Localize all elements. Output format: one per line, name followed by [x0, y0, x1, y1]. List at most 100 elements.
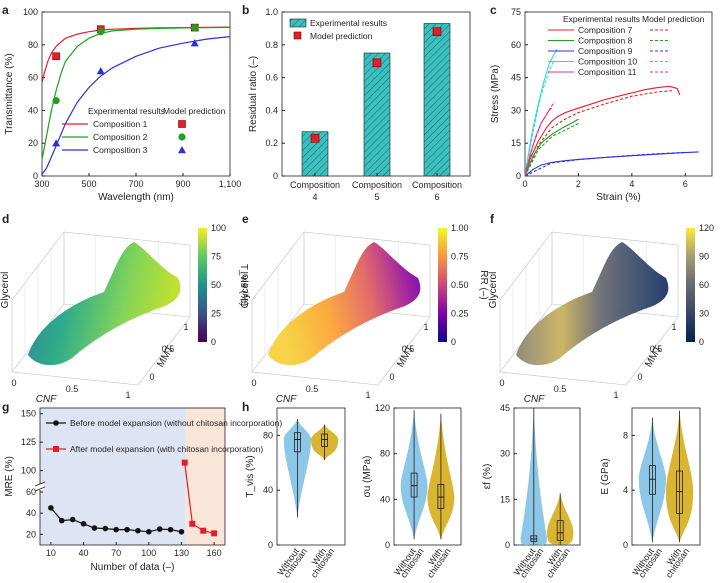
bar — [423, 23, 451, 177]
x-tick-label: 130 — [174, 548, 189, 558]
data-point — [124, 526, 130, 533]
prediction-marker — [432, 27, 442, 36]
y-tick-label: 60 — [511, 40, 521, 50]
y-tick-label: 80 — [28, 40, 38, 50]
data-point — [156, 526, 163, 532]
series-line-prediction — [524, 59, 555, 177]
colorbar-tick-label: 120 — [699, 223, 714, 233]
x-tick-label: 0.5 — [554, 384, 567, 394]
y-tick-label: 15 — [500, 494, 510, 504]
legend-label-before: Before model expansion (without chitosan… — [70, 418, 282, 428]
x-tick-label: 900 — [175, 179, 190, 189]
legend-heading-prediction: Model prediction — [163, 106, 226, 116]
z-tick-label: 0.5 — [402, 344, 415, 354]
violin-box — [556, 520, 564, 541]
x-tick-label: 6 — [683, 179, 688, 189]
plot-frame — [39, 407, 226, 546]
legend-label: Experimental results — [310, 18, 387, 28]
colorbar-label: RR (–) — [478, 270, 489, 299]
legend-marker — [178, 146, 186, 154]
box-edge — [251, 371, 379, 386]
y-tick-label: 15 — [511, 138, 521, 148]
box-edge — [499, 371, 627, 386]
prediction-marker — [190, 39, 199, 47]
colorbar-tick-label: 0.75 — [451, 252, 469, 262]
z-tick-label: 0 — [389, 372, 394, 382]
surface — [516, 242, 669, 366]
series-line-prediction — [524, 151, 686, 177]
x-tick-label: 700 — [128, 179, 143, 189]
plot-frame — [513, 407, 581, 546]
y-tick-label: 45 — [500, 403, 510, 413]
panel-label-e: e — [242, 212, 249, 226]
panel-g-mre-chart: 10 40 70 100 130 160 20 40 60 100 125 150 Number of … — [4, 407, 282, 573]
data-point — [91, 525, 98, 531]
plot-frame — [631, 407, 701, 546]
series-line-3 — [41, 36, 231, 175]
colorbar-tick-label: 0 — [699, 337, 704, 347]
data-point — [80, 521, 87, 527]
x-tick-label: 1,100 — [219, 179, 242, 189]
data-point — [167, 526, 174, 533]
x-axis-label: Strain (%) — [596, 192, 640, 203]
legend-label: Composition 8 — [578, 36, 633, 46]
background-before — [40, 408, 186, 545]
data-point — [181, 459, 188, 466]
colorbar-tick-label: 30 — [699, 309, 709, 319]
colorbar-tick-label: 50 — [211, 280, 221, 290]
y-tick-label: 100 — [21, 466, 36, 476]
legend-label: Composition 7 — [578, 25, 633, 35]
y-tick-label: 100 — [23, 7, 38, 17]
panel-b-residual-ratio-chart: 0 0.2 0.4 0.6 0.8 1.0 Residual ratio (–) Compos… — [248, 7, 471, 202]
y-tick-label: 60 — [26, 487, 36, 497]
y-tick-label: 40 — [380, 494, 390, 504]
y-axis-label: Residual ratio (–) — [248, 56, 259, 132]
y-tick-label: 0 — [623, 540, 628, 550]
y-tick-label: 0 — [516, 171, 521, 181]
legend-label: Composition 10 — [578, 57, 637, 67]
y-tick-label: 150 — [21, 409, 36, 419]
colorbar — [438, 228, 447, 342]
y-tick-label: 30 — [500, 449, 510, 459]
x-tick-label-line1: Composition — [290, 180, 340, 190]
axis-break-mark — [34, 486, 46, 492]
violin-box — [649, 465, 656, 495]
legend-label: Composition 2 — [93, 132, 148, 142]
x-tick-label-line2: 6 — [434, 192, 439, 202]
data-point — [189, 520, 196, 527]
series-line — [184, 462, 215, 534]
y-tick-label: 30 — [511, 105, 521, 115]
violin-box — [676, 470, 683, 514]
legend-heading-prediction: Model prediction — [642, 14, 705, 24]
x-axis-label: CNF — [36, 394, 57, 405]
x-axis-label: CNF — [276, 394, 297, 405]
x-tick-label: 0 — [11, 378, 16, 388]
prediction-marker — [310, 133, 320, 143]
y-tick-label: 0.2 — [265, 138, 278, 148]
data-point — [69, 516, 76, 523]
x-tick-label: 0 — [499, 378, 504, 388]
colorbar — [198, 228, 207, 342]
y-tick-label: 45 — [511, 73, 521, 83]
x-tick-label: 4 — [629, 179, 634, 189]
panel-label-g: g — [2, 400, 9, 414]
plot-frame — [393, 407, 462, 546]
prediction-marker — [96, 67, 105, 75]
surface — [28, 242, 181, 366]
axis-break-gap — [36, 484, 44, 490]
x-tick-label: 70 — [111, 548, 121, 558]
x-tick-label-line1: Composition — [412, 180, 462, 190]
y-tick-label: 40 — [263, 485, 273, 495]
y-axis-label: Glycerol — [0, 272, 11, 309]
y-tick-label: 60 — [28, 73, 38, 83]
legend-label: Composition 9 — [578, 46, 633, 56]
y-tick-label: 0 — [273, 171, 278, 181]
colorbar-tick-label: 0 — [451, 337, 456, 347]
z-tick-label: 0 — [149, 372, 154, 382]
data-point — [146, 528, 152, 535]
y-tick-label: 0 — [268, 540, 273, 550]
colorbar-tick-label: 1.00 — [451, 223, 469, 233]
y-axis-label: MRE (%) — [4, 456, 15, 497]
y-tick-label: 120 — [375, 403, 390, 413]
